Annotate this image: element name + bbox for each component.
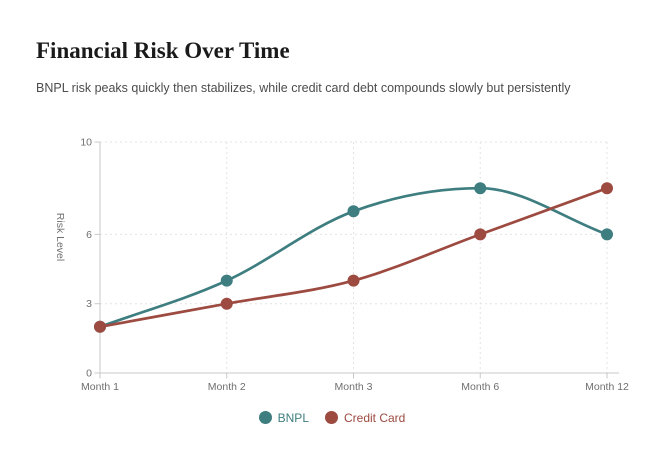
series-point-credit-card xyxy=(474,228,487,241)
y-axis-title: Risk Level xyxy=(54,213,66,261)
series-point-bnpl xyxy=(347,205,360,218)
page-subtitle: BNPL risk peaks quickly then stabilizes,… xyxy=(36,81,571,95)
legend-swatch-credit-card-icon xyxy=(325,411,338,424)
legend-swatch-bnpl-icon xyxy=(258,411,272,424)
legend-label-credit-card: Credit Card xyxy=(344,410,406,425)
series-line-credit-card xyxy=(98,186,609,329)
y-tick-label: 10 xyxy=(80,137,92,149)
x-tick-label: Month 3 xyxy=(335,381,373,393)
page-title: Financial Risk Over Time xyxy=(36,38,290,63)
chart-legend: BNPL Credit Card xyxy=(0,411,664,424)
x-tick-label: Month 12 xyxy=(585,381,629,393)
series-point-bnpl xyxy=(94,320,106,333)
series-line-bnpl xyxy=(98,186,609,329)
series-point-credit-card xyxy=(220,297,233,310)
y-tick-label: 6 xyxy=(86,229,92,241)
y-tick-label: 3 xyxy=(86,298,92,310)
legend-item-credit-card[interactable]: Credit Card xyxy=(325,411,405,424)
series-point-credit-card xyxy=(601,182,613,195)
series-point-bnpl xyxy=(601,228,613,241)
x-tick-label: Month 6 xyxy=(461,381,499,393)
legend-label-bnpl: BNPL xyxy=(277,410,309,425)
series-point-bnpl xyxy=(220,274,233,287)
series-point-bnpl xyxy=(474,182,487,195)
x-tick-label: Month 1 xyxy=(81,381,119,393)
legend-item-bnpl[interactable]: BNPL xyxy=(258,410,309,425)
series-point-credit-card xyxy=(94,320,106,333)
series-point-credit-card xyxy=(347,274,360,287)
x-tick-label: Month 2 xyxy=(208,381,246,393)
y-tick-label: 0 xyxy=(86,368,92,380)
